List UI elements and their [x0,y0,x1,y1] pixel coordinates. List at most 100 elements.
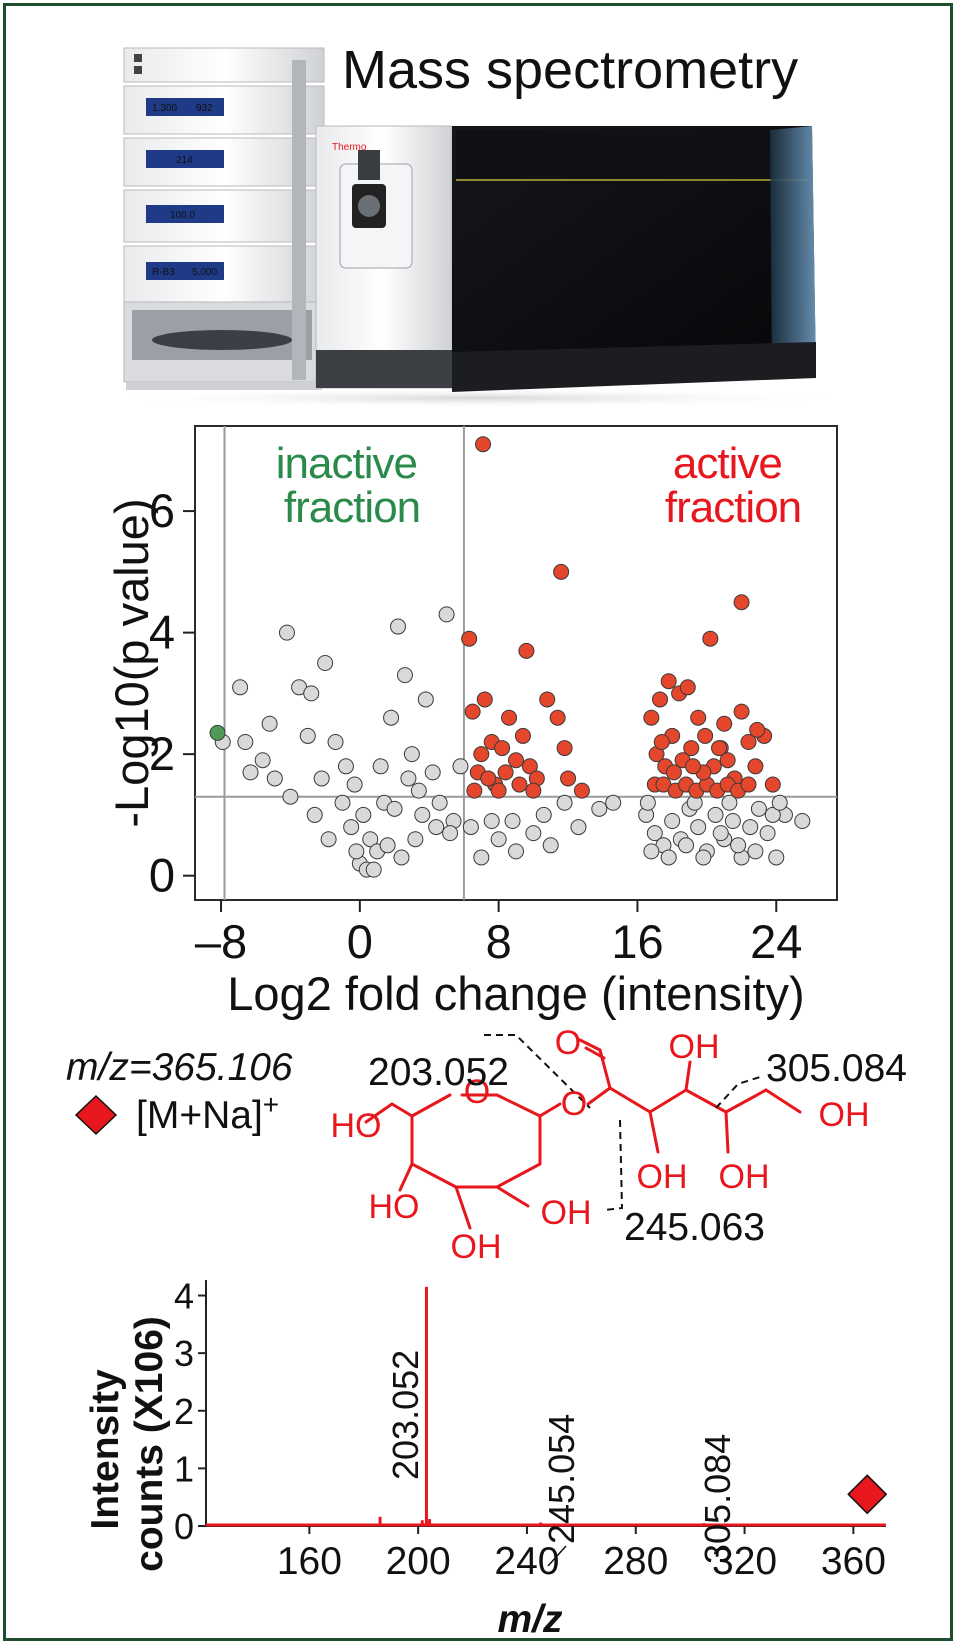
data-point [525,825,542,842]
x-tick-label: 8 [486,915,512,968]
data-point [716,715,733,732]
data-point [438,606,455,623]
data-point [695,849,712,866]
data-point [317,655,334,671]
data-point [542,837,559,854]
data-point [664,813,681,829]
fragment-label-203: 203.052 [368,1051,509,1094]
data-point [355,806,372,823]
data-point [652,691,669,708]
mass-spectrometer-illustration: 1.300 932 214 106.0 R-B3 5.000 Thermo [100,47,860,408]
module-display-2 [146,150,224,168]
data-point [428,819,445,836]
data-point [266,770,283,787]
data-point [278,624,295,641]
data-point [750,800,767,817]
data-point [702,630,719,647]
data-point [591,800,608,817]
data-point [461,630,478,647]
data-point [393,849,410,866]
y-tick-label: 0 [174,1506,194,1547]
data-point [473,746,490,763]
spectrum-axes: 160 200 240 280 320 360 0 1 2 3 4 [174,1276,886,1583]
spectrum-y-title-line: counts (X106) [128,1316,171,1572]
inactive-label-line: fraction [284,483,420,532]
module-display-value: 932 [196,103,213,114]
data-point [431,794,448,811]
data-point [697,727,714,744]
y-tick-label: 2 [149,727,175,780]
data-point [724,813,741,829]
data-point [400,770,417,787]
x-tick-label: 0 [347,915,373,968]
data-point [242,764,259,781]
data-point [306,806,323,823]
data-point [417,691,434,708]
data-point [712,825,729,842]
data-point [511,776,528,793]
data-point [282,788,299,805]
aldehyde-oxygen-label: O [555,1024,581,1062]
data-point [414,806,431,823]
ring-oxygen-label: O [464,1073,490,1111]
data-point [794,813,811,829]
data-point [660,673,677,690]
peak-label-305: 305.084 [697,1434,738,1564]
module-display-value: R-B3 [152,267,175,278]
data-point [327,734,344,750]
spectrum-peaks [378,1286,706,1526]
data-point [483,813,500,829]
x-tick-label: 16 [611,915,663,968]
data-point [337,758,354,775]
data-point [749,721,766,738]
hplc-stack: 1.300 932 214 106.0 R-B3 5.000 [123,47,325,390]
hydroxyl-label: OH [819,1096,870,1134]
data-point [442,825,459,842]
cleavage-245 [604,1119,624,1211]
data-point [508,752,524,769]
data-point [343,819,360,836]
data-point [383,709,400,726]
data-point [643,709,660,726]
data-point [690,819,707,836]
data-point [464,703,481,720]
data-point [299,727,316,744]
data-point [379,837,396,854]
data-point [747,758,764,775]
y-tick-label: 0 [149,849,175,902]
active-label-line: active [673,439,782,488]
adduct-label: [M+Na]+ [136,1089,279,1137]
module-display-4 [146,262,224,280]
data-point [403,746,420,763]
hydroxyl-label: HO [369,1188,420,1226]
data-point [684,758,701,775]
peak-label-203: 203.052 [385,1350,426,1480]
data-point [707,806,724,823]
data-point [560,770,577,787]
data-point [711,740,728,757]
data-point [549,709,566,726]
data-point [348,843,365,860]
data-point [683,740,700,757]
y-tick-label: 4 [174,1276,194,1317]
x-tick-label: –8 [195,915,247,968]
fragment-label-245: 245.063 [624,1206,765,1249]
data-point [396,667,413,684]
peak-label-245: 245.054 [541,1414,582,1544]
y-tick-label: 3 [174,1333,194,1374]
cleavage-203 [484,1034,591,1109]
data-point [521,758,538,775]
data-point [759,825,776,842]
module-display-3 [146,205,224,223]
data-point [573,782,590,799]
data-point [237,734,254,750]
data-point [679,679,696,696]
data-point [346,776,363,793]
module-display-value: 106.0 [170,210,195,221]
data-point [480,770,497,787]
x-tick-label: 240 [494,1540,559,1583]
data-point [372,758,389,775]
spectrum-y-title-line: Intensity [84,1369,127,1530]
